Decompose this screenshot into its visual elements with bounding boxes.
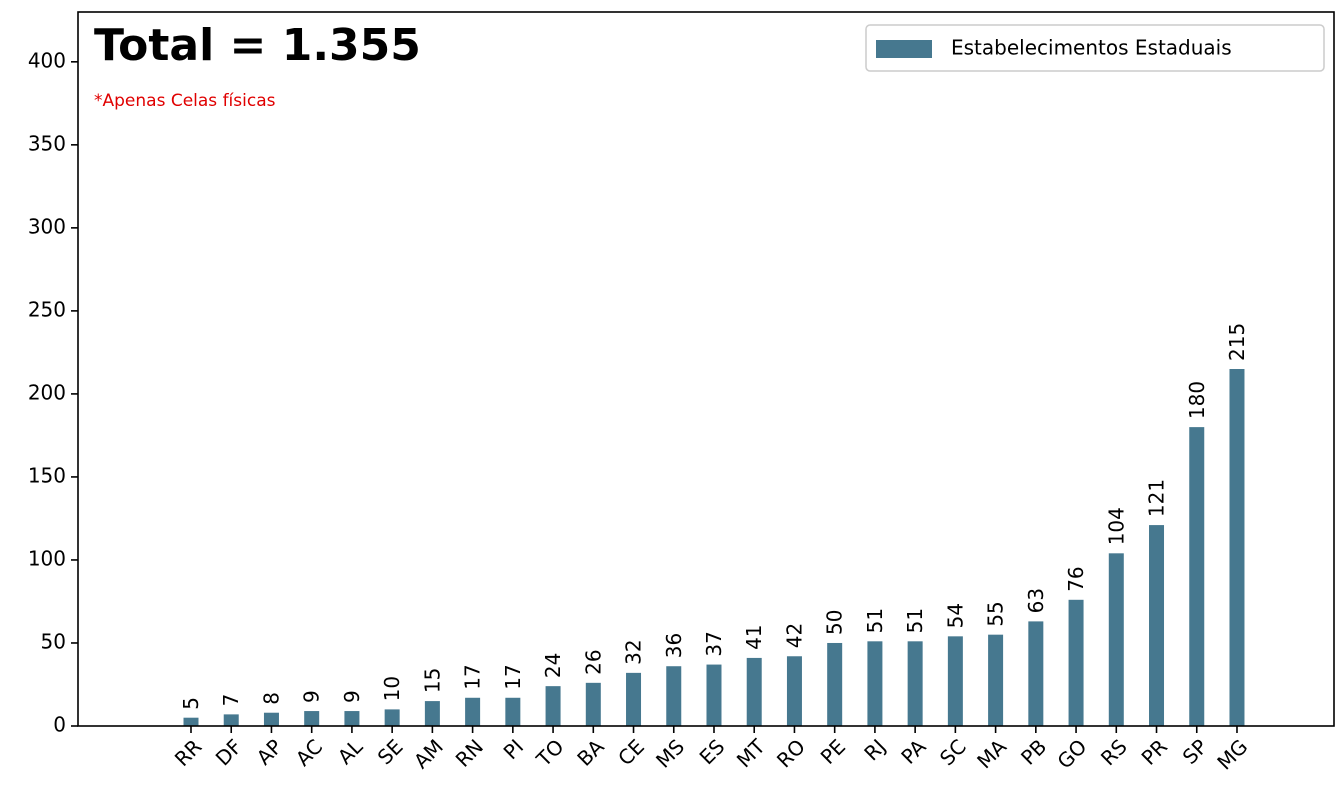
bar [223, 714, 239, 726]
x-tick-label: DF [211, 734, 247, 770]
legend: Estabelecimentos Estaduais [865, 24, 1325, 72]
x-tick-label: MS [651, 734, 689, 772]
x-tick-label: RS [1096, 734, 1132, 770]
bar [183, 717, 199, 726]
bar [907, 641, 923, 726]
value-label: 32 [622, 639, 646, 664]
x-tick-label: PA [896, 734, 930, 768]
x-tick-label: PB [1016, 734, 1051, 769]
value-label: 215 [1225, 323, 1249, 361]
x-tick-label: SC [935, 734, 971, 770]
bar [1028, 621, 1044, 726]
value-label: 51 [903, 608, 927, 633]
bar [384, 709, 400, 726]
legend-box [865, 24, 1325, 72]
x-tick-label: SE [373, 734, 408, 769]
x-tick-label: MA [972, 734, 1011, 773]
x-tick-label: SP [1178, 734, 1212, 768]
value-label: 63 [1024, 588, 1048, 613]
chart-subtitle: *Apenas Celas físicas [94, 91, 276, 111]
bar [947, 636, 963, 726]
value-label: 7 [219, 694, 243, 707]
bar [1108, 553, 1124, 726]
bar [626, 672, 642, 726]
value-label: 15 [420, 668, 444, 693]
y-tick-label: 300 [28, 214, 66, 238]
x-tick-label: MT [732, 734, 770, 772]
y-tick-label: 400 [28, 48, 66, 72]
value-label: 104 [1104, 507, 1128, 545]
x-tick-label: PI [499, 734, 529, 764]
value-label: 50 [823, 610, 847, 635]
bar [988, 634, 1004, 726]
axes-frame [77, 11, 1335, 727]
x-tick-label: RJ [859, 734, 890, 765]
x-tick-label: MG [1212, 734, 1252, 774]
value-label: 9 [300, 690, 324, 703]
bar [545, 686, 561, 726]
x-tick-label: ES [695, 734, 730, 769]
bar [505, 697, 521, 726]
y-tick-label: 200 [28, 380, 66, 404]
y-tick-label: 100 [28, 546, 66, 570]
bar [706, 664, 722, 726]
value-label: 26 [581, 649, 605, 674]
y-tick-label: 350 [28, 131, 66, 155]
value-label: 51 [863, 608, 887, 633]
bar [827, 642, 843, 726]
bar [786, 656, 802, 726]
x-tick-label: PE [816, 734, 850, 768]
bar [1189, 427, 1205, 726]
value-label: 54 [943, 603, 967, 628]
bar [1149, 525, 1165, 726]
x-tick-label: AP [252, 734, 287, 769]
bar [344, 711, 360, 726]
bar [867, 641, 883, 726]
value-label: 121 [1145, 479, 1169, 517]
value-label: 17 [501, 664, 525, 689]
value-label: 9 [340, 690, 364, 703]
value-label: 10 [380, 676, 404, 701]
bar [585, 682, 601, 726]
bar [304, 711, 320, 726]
value-label: 8 [259, 692, 283, 705]
value-label: 76 [1064, 566, 1088, 591]
x-tick-label: AL [333, 734, 368, 769]
y-tick-label: 0 [53, 713, 66, 737]
value-label: 42 [782, 623, 806, 648]
value-label: 180 [1185, 381, 1209, 419]
value-label: 55 [984, 601, 1008, 626]
y-tick-label: 50 [41, 629, 66, 653]
y-tick-label: 250 [28, 297, 66, 321]
x-tick-label: GO [1052, 734, 1091, 773]
bar [1229, 369, 1245, 726]
bar [746, 657, 762, 726]
bar [465, 697, 481, 726]
y-tick-label: 150 [28, 463, 66, 487]
bar [666, 666, 682, 726]
value-label: 36 [662, 633, 686, 658]
x-tick-label: CE [613, 734, 649, 770]
x-tick-label: RN [451, 734, 488, 771]
value-label: 37 [702, 631, 726, 656]
bar [263, 712, 279, 726]
value-label: 24 [541, 653, 565, 678]
chart-title: Total = 1.355 [94, 20, 421, 71]
x-tick-label: AM [409, 734, 448, 773]
x-tick-label: BA [572, 734, 609, 771]
x-tick-label: AC [291, 734, 327, 770]
x-tick-label: RR [170, 734, 207, 771]
value-label: 5 [179, 697, 203, 710]
x-tick-label: PR [1137, 734, 1172, 769]
bar [1068, 599, 1084, 726]
value-label: 41 [742, 624, 766, 649]
value-label: 17 [461, 664, 485, 689]
bar [424, 701, 440, 726]
legend-label: Estabelecimentos Estaduais [951, 36, 1232, 60]
x-tick-label: RO [772, 734, 810, 772]
legend-swatch [876, 40, 932, 58]
x-tick-label: TO [531, 734, 568, 771]
